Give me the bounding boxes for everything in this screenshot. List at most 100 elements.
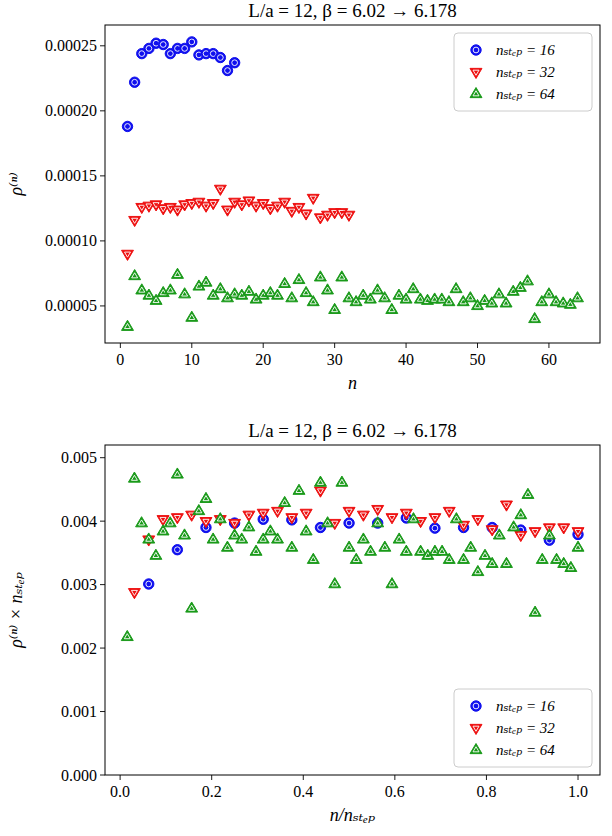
marker-shape bbox=[471, 701, 481, 711]
marker-detail bbox=[260, 511, 266, 516]
legend-label: nₛₜₑₚ = 64 bbox=[496, 742, 555, 758]
data-point bbox=[143, 533, 155, 543]
marker-detail bbox=[453, 286, 459, 291]
marker-shape bbox=[300, 210, 312, 220]
marker-detail bbox=[503, 503, 509, 508]
data-point bbox=[300, 286, 312, 296]
y-tick-label: 0.00005 bbox=[45, 297, 97, 314]
x-tick bbox=[394, 775, 395, 780]
data-point bbox=[257, 509, 269, 519]
marker-detail bbox=[482, 297, 488, 302]
data-point bbox=[129, 216, 141, 226]
marker-shape bbox=[293, 484, 305, 494]
data-point bbox=[336, 476, 348, 486]
marker-shape bbox=[221, 541, 233, 551]
legend-label: nₛₜₑₚ = 32 bbox=[496, 720, 555, 736]
marker-detail bbox=[482, 552, 488, 557]
marker-detail bbox=[182, 532, 188, 537]
data-point bbox=[464, 292, 476, 302]
data-point bbox=[365, 545, 377, 555]
x-tick-label: 60 bbox=[541, 351, 557, 368]
marker-shape bbox=[400, 545, 412, 555]
marker-detail bbox=[132, 79, 138, 85]
x-tick-label: 30 bbox=[327, 351, 343, 368]
marker-detail bbox=[346, 520, 352, 526]
data-point bbox=[215, 52, 225, 62]
chart: L/a = 12, β = 6.02 → 6.17801020304050600… bbox=[6, 0, 600, 393]
marker-shape bbox=[386, 578, 398, 588]
marker-shape bbox=[443, 507, 455, 517]
marker-detail bbox=[360, 292, 366, 297]
marker-shape bbox=[572, 541, 584, 551]
marker-detail bbox=[239, 536, 245, 541]
marker-shape bbox=[465, 541, 477, 551]
marker-detail bbox=[282, 200, 288, 205]
marker-detail bbox=[332, 307, 338, 312]
legend-label: nₛₜₑₚ = 32 bbox=[496, 64, 555, 80]
marker-shape bbox=[343, 541, 355, 551]
marker-detail bbox=[317, 489, 323, 494]
marker-shape bbox=[279, 496, 291, 506]
marker-detail bbox=[275, 292, 281, 297]
marker-shape bbox=[572, 528, 584, 538]
data-point bbox=[472, 565, 484, 575]
marker-shape bbox=[144, 579, 154, 589]
data-point bbox=[214, 185, 226, 195]
data-point bbox=[400, 293, 412, 303]
marker-detail bbox=[217, 516, 223, 521]
marker-shape bbox=[222, 206, 234, 216]
marker-shape bbox=[470, 88, 482, 98]
marker-detail bbox=[124, 634, 130, 639]
marker-detail bbox=[511, 524, 517, 529]
marker-detail bbox=[346, 295, 352, 300]
marker-shape bbox=[136, 517, 148, 527]
marker-shape bbox=[214, 513, 226, 523]
data-point bbox=[307, 194, 319, 204]
marker-detail bbox=[189, 605, 195, 610]
marker-detail bbox=[160, 42, 166, 48]
x-tick bbox=[303, 775, 304, 780]
x-tick-label: 0.6 bbox=[385, 783, 405, 800]
marker-detail bbox=[332, 210, 338, 215]
data-point bbox=[400, 545, 412, 555]
data-point bbox=[129, 77, 139, 87]
data-point bbox=[158, 39, 168, 49]
marker-detail bbox=[310, 196, 316, 201]
y-tick bbox=[100, 775, 105, 776]
marker-detail bbox=[153, 552, 159, 557]
marker-shape bbox=[365, 545, 377, 555]
data-point bbox=[122, 121, 132, 131]
marker-detail bbox=[339, 274, 345, 279]
data-point bbox=[357, 533, 369, 543]
data-point bbox=[171, 468, 183, 478]
y-tick bbox=[100, 45, 105, 46]
marker-detail bbox=[382, 295, 388, 300]
y-tick-label: 0.001 bbox=[61, 703, 97, 720]
data-point bbox=[128, 472, 140, 482]
marker-detail bbox=[303, 528, 309, 533]
data-point bbox=[121, 630, 133, 640]
data-point bbox=[172, 268, 184, 278]
marker-detail bbox=[496, 291, 502, 296]
marker-shape bbox=[143, 533, 155, 543]
marker-shape bbox=[307, 553, 319, 563]
marker-detail bbox=[203, 279, 209, 284]
marker-shape bbox=[293, 273, 305, 283]
data-point bbox=[200, 492, 212, 502]
marker-detail bbox=[532, 609, 538, 614]
y-tick-label: 0.004 bbox=[61, 513, 97, 530]
chart-title: L/a = 12, β = 6.02 → 6.178 bbox=[248, 420, 456, 441]
marker-detail bbox=[468, 544, 474, 549]
marker-detail bbox=[217, 55, 223, 61]
marker-detail bbox=[489, 561, 495, 566]
y-tick bbox=[100, 584, 105, 585]
marker-shape bbox=[472, 516, 484, 526]
data-point bbox=[300, 210, 312, 220]
marker-detail bbox=[532, 316, 538, 321]
series bbox=[122, 185, 355, 260]
marker-detail bbox=[396, 292, 402, 297]
marker-detail bbox=[289, 295, 295, 300]
chart: L/a = 12, β = 6.02 → 6.1780.00.20.40.60.… bbox=[6, 420, 600, 825]
data-point bbox=[344, 518, 354, 528]
x-tick-label: 20 bbox=[255, 351, 271, 368]
